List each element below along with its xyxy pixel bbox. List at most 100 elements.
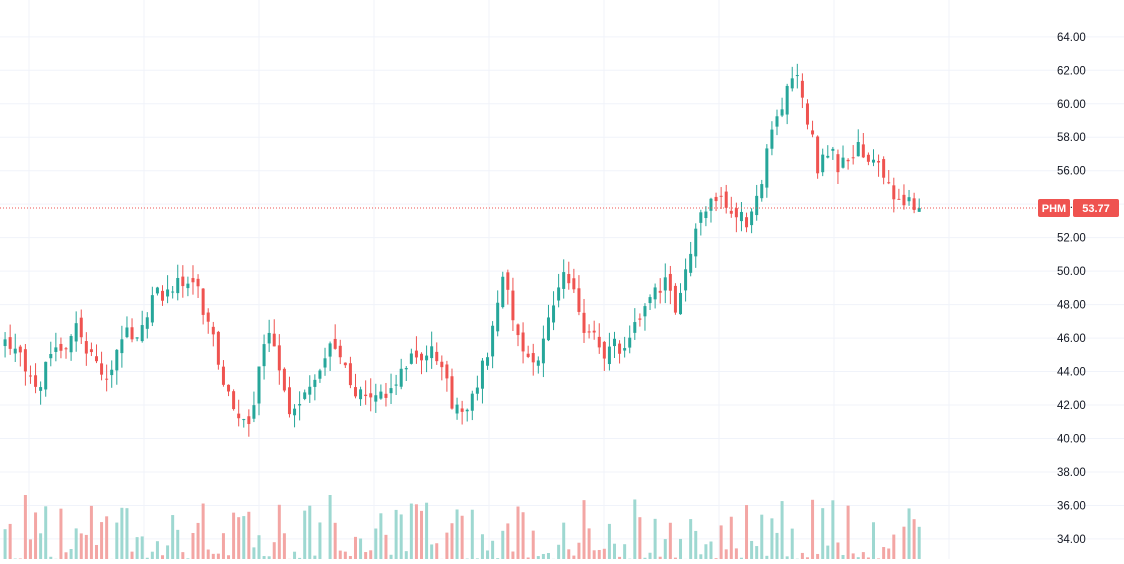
- candle-body: [872, 160, 875, 163]
- candle: [527, 346, 530, 358]
- candle-body: [481, 361, 484, 389]
- candle: [268, 320, 271, 352]
- candle: [430, 332, 433, 369]
- candle: [786, 84, 789, 124]
- volume-bar: [704, 544, 707, 559]
- volume-bar: [202, 504, 205, 559]
- candle: [628, 325, 631, 353]
- volume-bar: [801, 553, 804, 559]
- candle-body: [318, 370, 321, 378]
- volume-bar: [471, 510, 474, 559]
- candle: [806, 99, 809, 129]
- volume-bar: [572, 556, 575, 559]
- candle: [867, 152, 870, 165]
- volume-bar: [237, 517, 240, 559]
- candle: [227, 384, 230, 396]
- candle-body: [537, 360, 540, 365]
- candle-body: [776, 116, 779, 126]
- candle: [212, 322, 215, 346]
- candle: [24, 344, 27, 386]
- candle-body: [486, 357, 489, 366]
- volume-bar: [745, 505, 748, 559]
- candle: [80, 310, 83, 344]
- y-tick-label: 44.00: [1057, 367, 1086, 379]
- volume-bar: [750, 541, 753, 559]
- candle: [709, 198, 712, 223]
- candle-body: [339, 346, 342, 357]
- volume-bar: [445, 533, 448, 559]
- volume-bar: [679, 539, 682, 559]
- candle: [735, 203, 738, 233]
- candle-body: [14, 349, 17, 354]
- volume-bar: [318, 522, 321, 559]
- volume-bar: [872, 522, 875, 559]
- volume-bar: [730, 517, 733, 559]
- candle-body: [806, 103, 809, 124]
- candle: [872, 149, 875, 166]
- volume-bar: [232, 513, 235, 559]
- candle-body: [70, 336, 73, 352]
- candle-body: [750, 212, 753, 226]
- volume-bar: [831, 500, 834, 559]
- candle: [603, 341, 606, 371]
- candle-body: [65, 348, 68, 349]
- volume-bar: [720, 525, 723, 559]
- volume-bar: [456, 509, 459, 559]
- candle-body: [740, 212, 743, 221]
- volume-bar: [303, 511, 306, 559]
- candle-body: [831, 149, 834, 151]
- candle: [34, 363, 37, 393]
- y-tick-label: 36.00: [1057, 500, 1086, 512]
- volume-bar: [141, 536, 144, 559]
- candle-body: [862, 144, 865, 157]
- candle-body: [476, 388, 479, 394]
- volume-bar: [293, 552, 296, 559]
- candle-body: [161, 291, 164, 301]
- candle: [562, 259, 565, 298]
- volume-bar: [522, 512, 525, 559]
- candle: [95, 344, 98, 363]
- candle-body: [146, 317, 149, 329]
- candle-body: [791, 78, 794, 88]
- candle-body: [654, 287, 657, 299]
- candle-body: [293, 409, 296, 416]
- volume-bar: [902, 527, 905, 559]
- volume-bar: [649, 553, 652, 559]
- candle: [633, 308, 636, 340]
- volume-bar: [405, 551, 408, 559]
- candle-body: [842, 158, 845, 168]
- candle-body: [39, 387, 42, 391]
- candle-body: [425, 356, 428, 361]
- candle: [679, 283, 682, 315]
- y-tick-label: 40.00: [1057, 433, 1086, 445]
- candle: [801, 73, 804, 108]
- candle-body: [613, 339, 616, 346]
- volume-bar: [400, 514, 403, 559]
- candle-body: [593, 331, 596, 333]
- volume-bar: [826, 546, 829, 559]
- candle-body: [786, 86, 789, 115]
- candle-body: [456, 405, 459, 414]
- candle: [659, 278, 662, 303]
- candle: [308, 375, 311, 403]
- candle-body: [821, 155, 824, 173]
- candle-body: [908, 197, 911, 201]
- candle-body: [75, 323, 78, 341]
- candle: [456, 398, 459, 420]
- candle: [395, 375, 398, 395]
- candle: [369, 378, 372, 411]
- candle: [847, 158, 850, 169]
- candle: [354, 374, 357, 398]
- volume-bar: [80, 533, 83, 559]
- candle: [684, 259, 687, 302]
- candle-body: [405, 368, 408, 369]
- volume-bar: [918, 527, 921, 559]
- candle-body: [588, 331, 591, 332]
- candle-body: [344, 363, 347, 366]
- candle: [699, 210, 702, 236]
- candle-body: [324, 358, 327, 367]
- candle: [887, 170, 890, 184]
